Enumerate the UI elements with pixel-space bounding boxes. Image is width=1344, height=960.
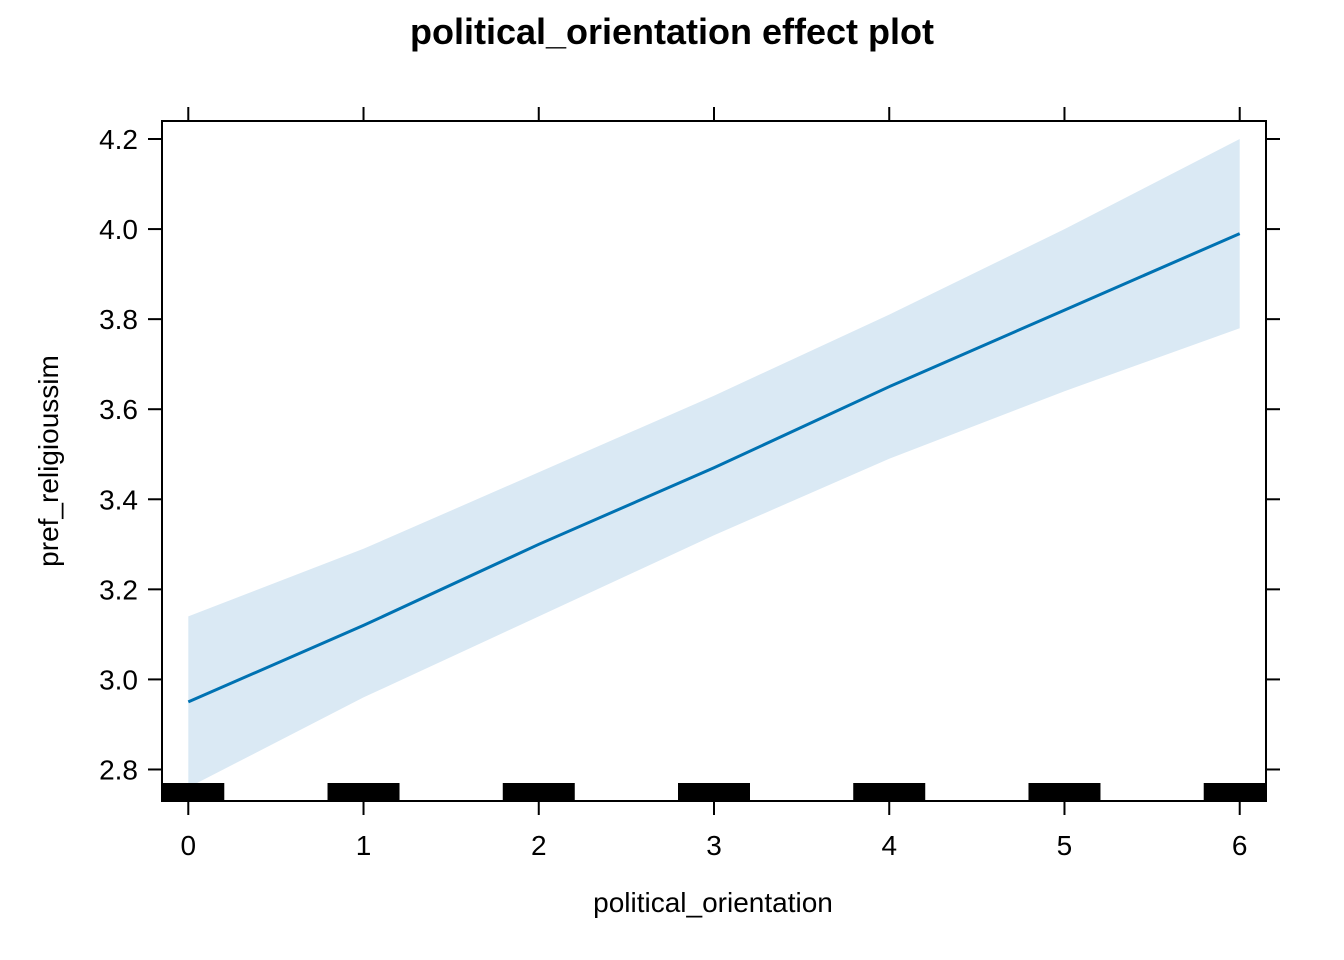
x-tick-label: 1 [356, 830, 372, 861]
fit-line [187, 232, 1241, 704]
x-tick-label: 0 [180, 830, 196, 861]
y-tick-label: 3.8 [99, 304, 138, 335]
plot-area: 0 1 2 3 4 5 6 2.8 3.0 3.2 3.4 3.6 3.8 4.0 4.2 [99, 107, 1280, 861]
y-tick-label: 3.4 [99, 484, 138, 515]
x-axis-label: political_orientation [593, 887, 833, 918]
rug-mark [853, 783, 926, 801]
rug-mark [1028, 783, 1101, 801]
x-tick-label: 3 [706, 830, 722, 861]
rug-mark [678, 783, 750, 801]
x-tick-label: 2 [531, 830, 547, 861]
y-tick-label: 3.2 [99, 574, 138, 605]
confidence-band [188, 139, 1240, 788]
y-tick-label: 3.6 [99, 394, 138, 425]
rug-mark [162, 783, 225, 801]
x-tick-label: 5 [1057, 830, 1073, 861]
y-tick-label: 2.8 [99, 754, 138, 785]
y-tick-label: 3.0 [99, 664, 138, 695]
x-tick-label: 6 [1232, 830, 1248, 861]
chart-title: political_orientation effect plot [410, 11, 934, 52]
rug-mark [502, 783, 575, 801]
x-tick-label: 4 [881, 830, 897, 861]
rug-mark [1203, 783, 1266, 801]
rug-mark [327, 783, 400, 801]
y-tick-label: 4.2 [99, 124, 138, 155]
y-axis-label: pref_religioussim [33, 355, 64, 567]
y-tick-label: 4.0 [99, 214, 138, 245]
